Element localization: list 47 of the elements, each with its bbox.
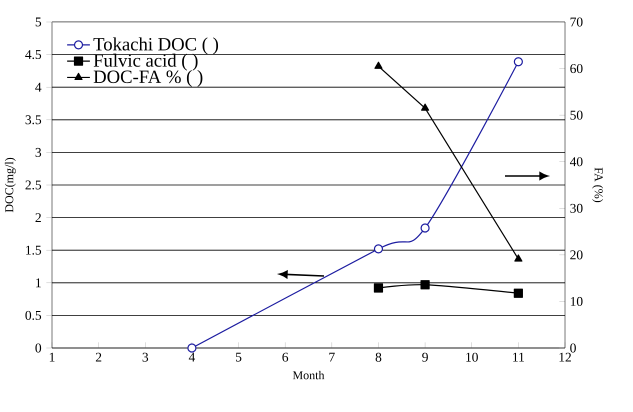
y-tick-label: 3 (36, 148, 42, 157)
x-axis-title: Month (292, 370, 324, 380)
y-tick-label: 1 (36, 278, 41, 288)
y2-tick-label: 60 (570, 64, 583, 74)
y-tick-label: 5 (36, 18, 42, 26)
x-tick-label: 3 (142, 352, 148, 362)
y-tick-label: 0 (35, 344, 42, 352)
x-tick-label: 10 (466, 352, 478, 362)
point (187, 343, 197, 353)
x-tick-label: 11 (513, 352, 524, 362)
point (514, 57, 523, 66)
y-tick-label: 2.5 (26, 180, 42, 190)
point (514, 288, 523, 298)
x-tick-label: 5 (236, 352, 242, 362)
x-tick-label: 9 (422, 352, 428, 362)
y2-tick-label: 30 (570, 204, 583, 213)
y-axis-title: DOC(mg/l) (4, 158, 16, 212)
point (374, 62, 383, 69)
y2-tick-label: 50 (570, 110, 583, 120)
point (514, 254, 522, 262)
point (420, 280, 430, 290)
y-tick-label: 4.5 (25, 50, 42, 60)
x-tick-label: 12 (560, 352, 571, 362)
y-tick-label: 4 (35, 82, 42, 92)
legend-label: DOC-FA % ( ) (94, 70, 202, 87)
y2-axis-title: FA (%) (592, 168, 604, 202)
y2-tick-label: 40 (570, 157, 583, 166)
y-tick-label: 2 (36, 213, 41, 222)
x-tick-label: 4 (188, 352, 196, 362)
point (420, 223, 430, 233)
legend-label: Fulvic acid ( ) (94, 54, 198, 71)
x-tick-label: 2 (96, 352, 102, 362)
legend-label: Tokachi DOC ( ) (93, 37, 218, 54)
point (421, 104, 430, 111)
x-tick-label: 7 (329, 352, 335, 362)
point (374, 244, 384, 254)
y2-tick-label: 0 (570, 344, 576, 352)
y-tick-label: 1.5 (26, 246, 42, 255)
y2-tick-label: 10 (570, 296, 583, 306)
x-tick-label: 1 (50, 352, 55, 362)
x-tick-label: 8 (376, 352, 382, 362)
y-tick-label: 3.5 (26, 115, 42, 124)
y2-tick-label: 70 (570, 18, 583, 27)
y-tick-label: 0.5 (25, 310, 42, 320)
y2-tick-label: 20 (570, 250, 583, 260)
point (374, 283, 384, 293)
x-tick-label: 6 (282, 352, 288, 362)
